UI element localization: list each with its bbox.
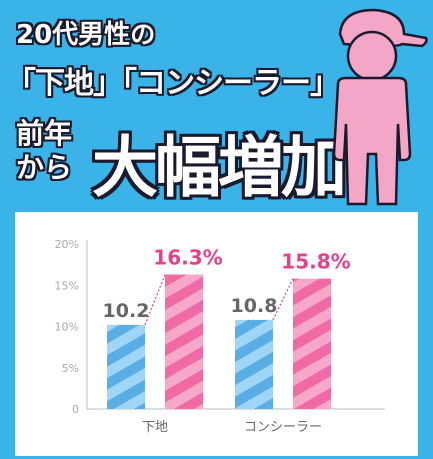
headline-big-increase: 大幅増加 [92, 129, 347, 206]
headline-since-last-year: 前年 から [16, 117, 72, 185]
increase-connector [144, 274, 166, 326]
bar-prev [107, 324, 145, 409]
headline-particle: の [130, 20, 156, 49]
bar-chart: 0 5% 10% 15% 20% 10.2 16.3% 下地 10.815.8% コンシーラー [55, 238, 385, 435]
headline-since-bottom: から [16, 151, 73, 184]
bar-curr [165, 274, 203, 409]
y-tick-label: 10% [55, 321, 79, 334]
bar-curr [293, 278, 331, 409]
y-tick-label: 0 [72, 403, 79, 416]
headline: 20代男性の 「下地」「コンシーラー」 前年 から 大幅増加 [0, 0, 433, 206]
headline-since-top: 前年 [16, 117, 73, 150]
y-tick-label: 5% [62, 362, 79, 375]
headline-target: 20代男性 [16, 20, 131, 50]
headline-line-1: 20代男性の [16, 14, 155, 51]
data-label-curr: 15.8% [281, 250, 350, 274]
data-label-prev: 10.8 [231, 295, 278, 317]
y-tick-label: 20% [55, 238, 79, 251]
x-category-label: 下地 [142, 420, 168, 435]
data-label-curr: 16.3% [153, 246, 222, 270]
data-label-prev: 10.2 [103, 300, 150, 322]
headline-line-2: 「下地」「コンシーラー」 [6, 66, 340, 101]
x-category-label: コンシーラー [244, 420, 322, 435]
chart-card: 0 5% 10% 15% 20% 10.2 16.3% 下地 10.8 15.8% コンシーラー [15, 212, 418, 456]
bar-prev [235, 319, 273, 409]
person-with-cap-icon [332, 8, 428, 206]
y-tick-label: 15% [55, 279, 79, 292]
